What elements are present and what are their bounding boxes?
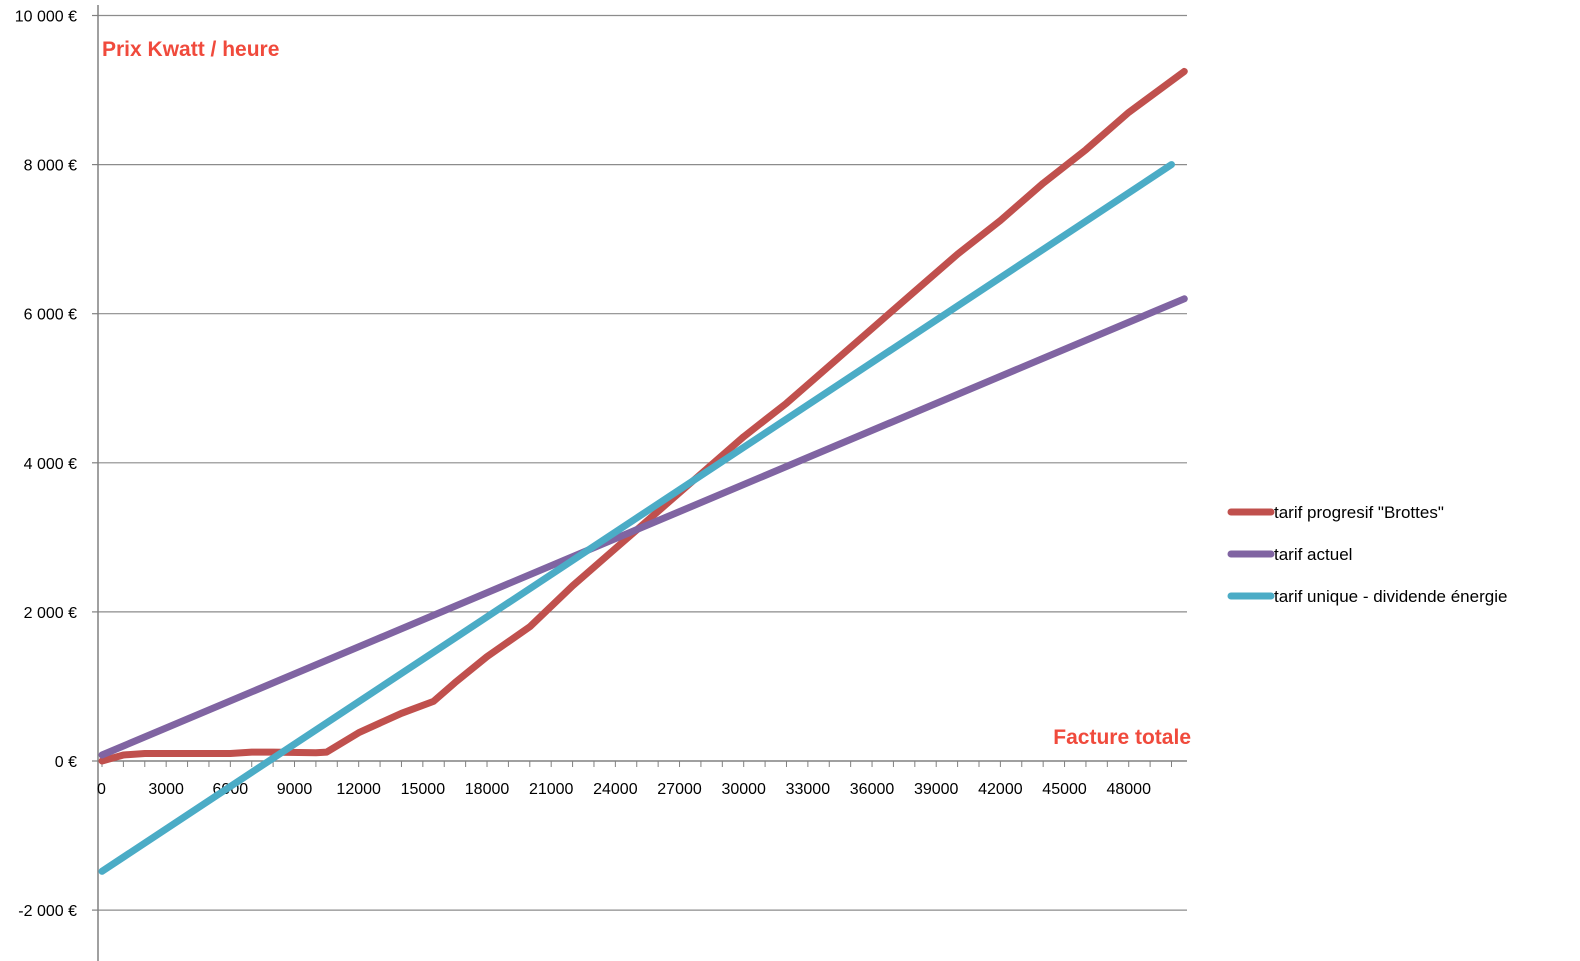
legend: tarif progresif "Brottes" tarif actuel tar… (1227, 503, 1507, 606)
x-tick-label: 39000 (914, 781, 959, 798)
y-tick-label: 0 € (55, 754, 77, 771)
x-tick-label: 18000 (465, 781, 510, 798)
x-axis-title: Facture totale (1053, 726, 1191, 749)
y-tick-label: 8 000 € (24, 158, 77, 175)
y-axis-title: Prix Kwatt / heure (102, 38, 279, 61)
series-line-2 (98, 295, 1188, 759)
y-tick-label: 10 000 € (15, 9, 77, 26)
legend-label: tarif progresif "Brottes" (1274, 503, 1444, 522)
x-tick-label: 21000 (529, 781, 574, 798)
y-tick-label: 4 000 € (24, 456, 77, 473)
series-line-1 (98, 67, 1188, 765)
x-tick-label: 12000 (336, 781, 381, 798)
y-axis-ticks: -2 000 € 0 € 2 000 € 4 000 € 6 000 € 8 000 € 1… (15, 9, 98, 920)
x-tick-label: 0 (97, 781, 106, 798)
x-tick-label: 3000 (148, 781, 184, 798)
legend-label: tarif actuel (1274, 545, 1352, 564)
x-tick-label: 48000 (1106, 781, 1151, 798)
y-tick-label: 2 000 € (24, 605, 77, 622)
x-tick-label: 45000 (1042, 781, 1087, 798)
x-tick-label: 9000 (277, 781, 313, 798)
legend-label: tarif unique - dividende énergie (1274, 587, 1507, 606)
y-tick-label: 6 000 € (24, 307, 77, 324)
y-tick-label: -2 000 € (18, 903, 77, 920)
x-tick-label: 42000 (978, 781, 1023, 798)
grid-lines (98, 14, 1187, 911)
x-tick-label: 36000 (850, 781, 895, 798)
x-tick-label: 15000 (401, 781, 446, 798)
x-tick-label: 27000 (657, 781, 702, 798)
x-tick-label: 24000 (593, 781, 638, 798)
x-tick-label: 33000 (786, 781, 831, 798)
series-line-3 (98, 161, 1175, 875)
x-tick-label: 30000 (721, 781, 766, 798)
series-lines (98, 67, 1188, 875)
